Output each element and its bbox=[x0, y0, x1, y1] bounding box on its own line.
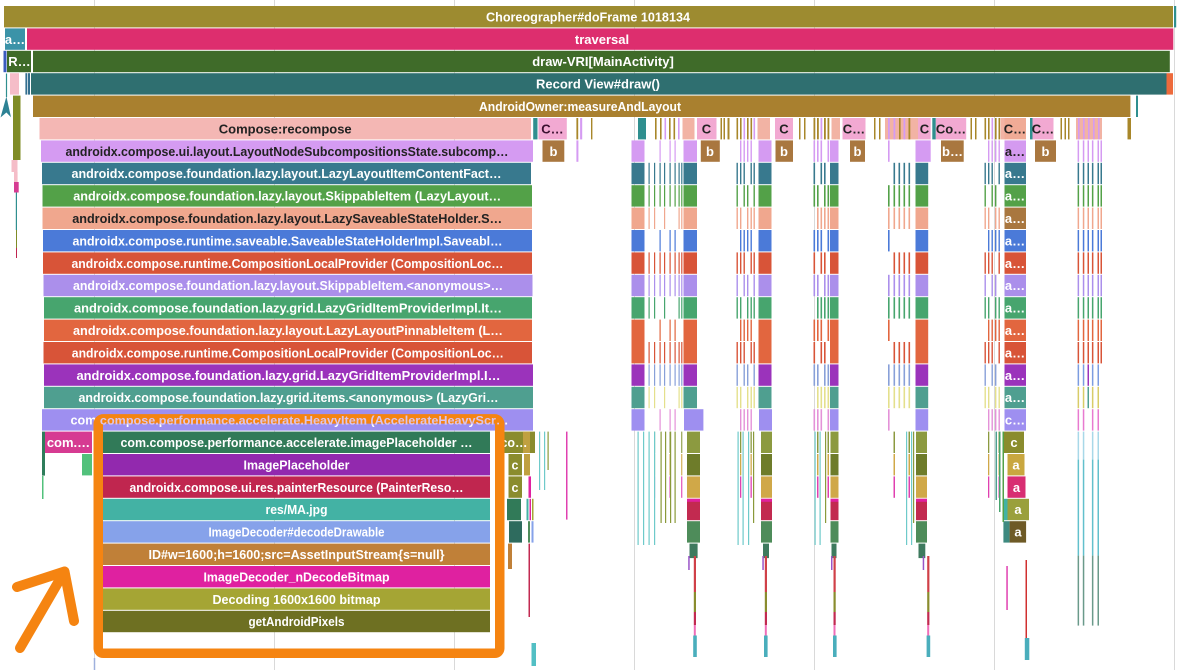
svg-text:androidx.compose.foundation.la: androidx.compose.foundation.lazy.grid.it… bbox=[79, 390, 499, 405]
svg-text:C…: C… bbox=[1004, 121, 1026, 136]
svg-text:ImageDecoder_nDecodeBitmap: ImageDecoder_nDecodeBitmap bbox=[204, 569, 390, 584]
svg-text:b: b bbox=[550, 144, 558, 159]
svg-text:androidx.compose.foundation.la: androidx.compose.foundation.lazy.grid.La… bbox=[77, 368, 501, 383]
svg-text:a…: a… bbox=[5, 32, 25, 47]
svg-text:a…: a… bbox=[1005, 368, 1025, 383]
svg-text:a…: a… bbox=[1005, 301, 1025, 316]
svg-text:a…: a… bbox=[1005, 166, 1025, 181]
svg-text:ID#w=1600;h=1600;src=AssetInpu: ID#w=1600;h=1600;src=AssetInputStream{s=… bbox=[149, 547, 445, 562]
svg-text:com.compose.performance.accele: com.compose.performance.accelerate.image… bbox=[121, 435, 473, 450]
svg-text:C: C bbox=[702, 121, 712, 136]
svg-text:co…: co… bbox=[500, 436, 527, 450]
svg-text:AndroidOwner:measureAndLayout: AndroidOwner:measureAndLayout bbox=[479, 99, 682, 114]
svg-text:com.compose.performance.accele: com.compose.performance.accelerate.Heavy… bbox=[71, 414, 509, 428]
svg-text:Compose:recompose: Compose:recompose bbox=[219, 121, 352, 136]
svg-text:C…: C… bbox=[843, 121, 865, 136]
svg-text:R…: R… bbox=[8, 54, 30, 69]
svg-text:c: c bbox=[512, 481, 519, 495]
svg-text:a…: a… bbox=[1005, 323, 1025, 338]
svg-text:androidx.compose.foundation.la: androidx.compose.foundation.lazy.layout.… bbox=[72, 211, 502, 226]
svg-text:a: a bbox=[1013, 480, 1021, 495]
svg-text:b…: b… bbox=[942, 144, 963, 159]
svg-text:c: c bbox=[1010, 435, 1017, 450]
svg-text:b: b bbox=[854, 144, 862, 159]
svg-text:c: c bbox=[512, 458, 519, 472]
svg-text:ImageDecoder#decodeDrawable: ImageDecoder#decodeDrawable bbox=[209, 525, 385, 540]
svg-text:a…: a… bbox=[1005, 211, 1025, 226]
svg-text:getAndroidPixels: getAndroidPixels bbox=[249, 614, 345, 629]
svg-text:androidx.compose.runtime.Compo: androidx.compose.runtime.CompositionLoca… bbox=[72, 345, 504, 360]
svg-text:C…: C… bbox=[541, 121, 563, 136]
svg-text:androidx.compose.foundation.la: androidx.compose.foundation.lazy.layout.… bbox=[72, 166, 502, 181]
svg-text:C: C bbox=[920, 121, 930, 136]
svg-text:androidx.compose.foundation.la: androidx.compose.foundation.lazy.grid.La… bbox=[74, 301, 502, 316]
svg-text:a…: a… bbox=[1005, 233, 1025, 248]
svg-text:C: C bbox=[779, 121, 789, 136]
svg-text:Record View#draw(): Record View#draw() bbox=[536, 77, 660, 92]
svg-text:c…: c… bbox=[1005, 413, 1025, 428]
svg-text:traversal: traversal bbox=[575, 32, 629, 47]
svg-text:androidx.compose.ui.res.painte: androidx.compose.ui.res.painterResource … bbox=[130, 480, 464, 495]
svg-text:ImagePlaceholder: ImagePlaceholder bbox=[244, 457, 350, 472]
svg-text:Decoding 1600x1600 bitmap: Decoding 1600x1600 bitmap bbox=[213, 592, 381, 607]
svg-text:androidx.compose.runtime.Compo: androidx.compose.runtime.CompositionLoca… bbox=[72, 256, 504, 271]
svg-text:draw-VRI[MainActivity]: draw-VRI[MainActivity] bbox=[532, 54, 674, 69]
svg-text:C…: C… bbox=[1032, 121, 1054, 136]
svg-text:b: b bbox=[780, 144, 788, 159]
svg-text:a: a bbox=[1012, 457, 1020, 472]
svg-text:a…: a… bbox=[1005, 390, 1025, 405]
svg-text:Choreographer#doFrame 1018134: Choreographer#doFrame 1018134 bbox=[486, 9, 691, 24]
svg-text:com.…: com.… bbox=[47, 435, 90, 450]
svg-text:a…: a… bbox=[1005, 345, 1025, 360]
svg-text:b: b bbox=[1042, 144, 1050, 159]
svg-text:androidx.compose.foundation.la: androidx.compose.foundation.lazy.layout.… bbox=[73, 189, 501, 204]
svg-text:a: a bbox=[1014, 525, 1022, 540]
svg-text:a: a bbox=[1014, 502, 1022, 517]
svg-text:androidx.compose.foundation.la: androidx.compose.foundation.lazy.layout.… bbox=[73, 323, 503, 338]
svg-text:androidx.compose.ui.layout.Lay: androidx.compose.ui.layout.LayoutNodeSub… bbox=[66, 144, 509, 159]
svg-text:a…: a… bbox=[1005, 189, 1025, 204]
svg-text:a…: a… bbox=[1005, 256, 1025, 271]
svg-text:androidx.compose.runtime.savea: androidx.compose.runtime.saveable.Saveab… bbox=[73, 233, 503, 248]
svg-text:a…: a… bbox=[1005, 144, 1025, 159]
svg-text:res/MA.jpg: res/MA.jpg bbox=[266, 502, 328, 517]
svg-text:a…: a… bbox=[1005, 278, 1025, 293]
svg-text:androidx.compose.foundation.la: androidx.compose.foundation.lazy.layout.… bbox=[73, 278, 503, 293]
svg-text:b: b bbox=[706, 144, 714, 159]
svg-text:Co…: Co… bbox=[936, 121, 966, 136]
